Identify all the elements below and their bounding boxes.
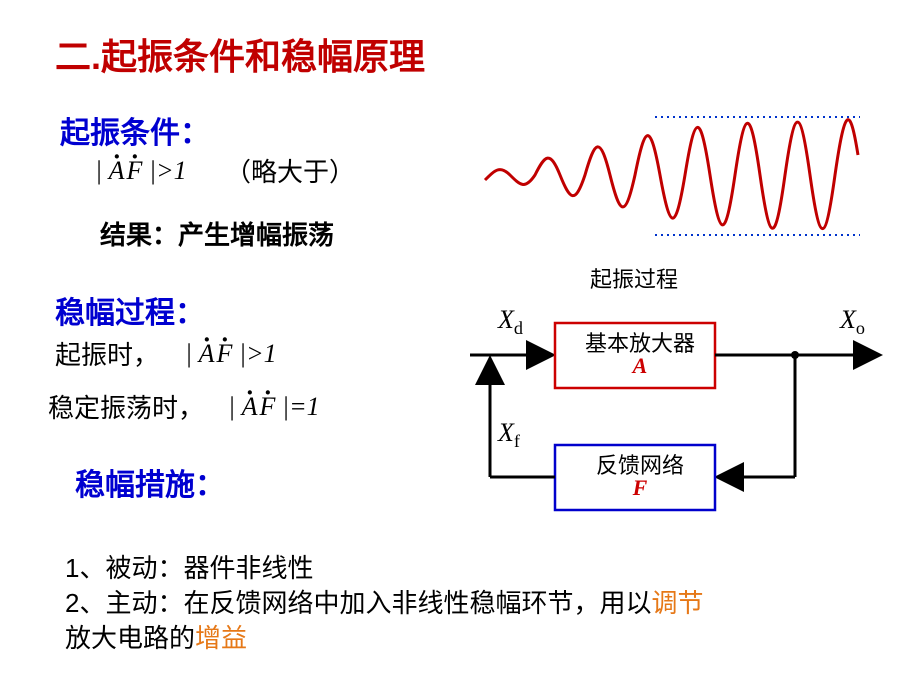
section1-annotation: （略大于） (225, 152, 355, 189)
oscillation-wave (480, 95, 880, 255)
page-title: 二.起振条件和稳幅原理 (55, 28, 425, 80)
section3-item1: 1、被动：器件非线性 (65, 548, 313, 585)
section2-heading: 稳幅过程： (55, 288, 205, 332)
fb-box-label2: F (570, 475, 710, 501)
section3-item2-line2: 放大电路的增益 (65, 618, 247, 655)
amp-box-label2: A (570, 353, 710, 379)
section1-result: 结果：产生增幅振荡 (100, 215, 334, 252)
section2-line1-label: 起振时， (55, 335, 159, 372)
section2-line2-label: 稳定振荡时， (48, 388, 204, 425)
label-xf: Xf (498, 418, 520, 452)
label-xo: Xo (840, 305, 865, 339)
wave-caption: 起振过程 (590, 262, 678, 294)
section2-line1-formula: | AF |>1 (185, 338, 277, 369)
section3-item2-line1: 2、主动：在反馈网络中加入非线性稳幅环节，用以调节 (65, 583, 703, 620)
label-xd: Xd (498, 305, 523, 339)
section2-line2-formula: | AF |=1 (228, 391, 320, 422)
section1-formula: | AF |>1 (95, 155, 187, 186)
section3-heading: 稳幅措施： (75, 460, 225, 504)
